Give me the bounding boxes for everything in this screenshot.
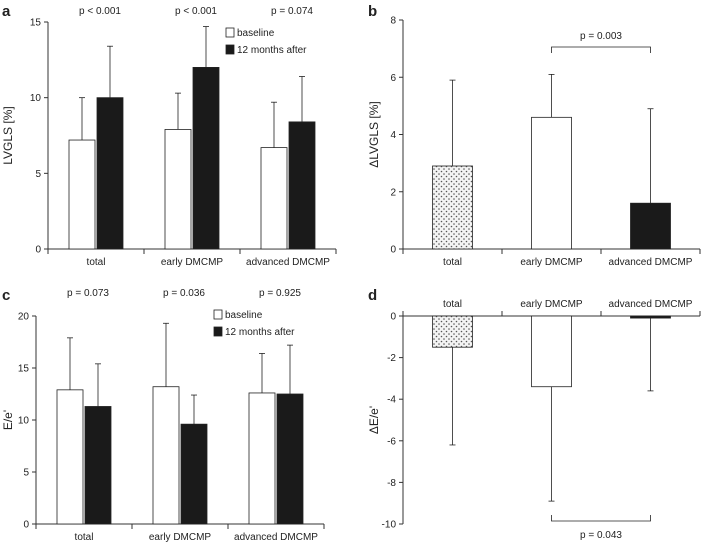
y-tick-label: 2 <box>390 187 396 198</box>
panel-a-chart: 0 5 10 15 total early DMCMP advanced DMCMP LVGL… <box>1 6 337 268</box>
category-label: early DMCMP <box>161 257 224 268</box>
y-tick-label: 20 <box>18 312 30 323</box>
panel-b-chart: 0 2 4 6 8 total early DMCMP advanced DMCMP ΔLVGL… <box>367 16 701 268</box>
y-tick-label: 10 <box>18 416 30 427</box>
category-label: early DMCMP <box>149 532 212 543</box>
bar-after <box>276 393 304 525</box>
panel-d-label: d <box>368 287 377 304</box>
category-label: advanced DMCMP <box>246 257 330 268</box>
bar-baseline <box>260 147 288 250</box>
category-label: advanced DMCMP <box>609 299 693 310</box>
p-value-label: p = 0.073 <box>67 288 109 299</box>
bar-baseline <box>152 386 180 525</box>
bar-after <box>192 67 220 250</box>
panel-a-label: a <box>2 3 11 20</box>
y-tick-label: 8 <box>390 16 396 27</box>
bar-after <box>180 423 208 525</box>
panel-d-chart: 0 -2 -4 -6 -8 -10 total early DMCMP advanced DMC… <box>367 299 701 541</box>
category-label: total <box>443 299 462 310</box>
y-tick-label: 4 <box>390 130 396 141</box>
p-value-label: p = 0.043 <box>580 530 622 541</box>
category-label: total <box>443 257 462 268</box>
y-tick-label: 0 <box>35 245 41 256</box>
y-axis-title: E/e' <box>1 410 15 430</box>
category-label: advanced DMCMP <box>609 257 693 268</box>
category-label: total <box>75 532 94 543</box>
legend-swatch-after <box>225 44 235 55</box>
bar-after <box>84 406 112 525</box>
category-label: early DMCMP <box>520 257 583 268</box>
panel-c-chart: 0 5 10 15 20 total early DMCMP advanced DMCMP E/… <box>1 288 325 543</box>
bar-baseline <box>164 129 192 250</box>
y-tick-label: -10 <box>382 520 397 531</box>
bar-after <box>96 97 124 250</box>
p-value-label: p < 0.001 <box>79 6 121 17</box>
legend-label: baseline <box>237 28 275 39</box>
category-label: advanced DMCMP <box>234 532 318 543</box>
p-value-label: p = 0.925 <box>259 288 301 299</box>
bar <box>630 202 671 250</box>
bar <box>630 315 671 319</box>
bar-baseline <box>56 389 84 525</box>
p-value-label: p = 0.003 <box>580 31 622 42</box>
y-tick-label: 15 <box>30 18 42 29</box>
y-tick-label: -2 <box>387 353 396 364</box>
category-label: early DMCMP <box>520 299 583 310</box>
bar <box>432 165 473 250</box>
legend-label: 12 months after <box>237 45 307 56</box>
category-label: total <box>87 257 106 268</box>
p-value-label: p < 0.001 <box>175 6 217 17</box>
y-tick-label: -6 <box>387 436 396 447</box>
significance-bracket <box>551 46 651 53</box>
y-tick-label: -4 <box>387 395 396 406</box>
bar-after <box>288 121 316 250</box>
y-axis-title: LVGLS [%] <box>1 106 15 164</box>
y-tick-label: 15 <box>18 364 30 375</box>
y-axis-title: ΔE/e' <box>367 406 381 434</box>
bar <box>531 315 572 388</box>
bar-baseline <box>68 139 96 250</box>
significance-bracket <box>551 515 651 522</box>
legend-label: 12 months after <box>225 327 295 338</box>
y-tick-label: 0 <box>390 245 396 256</box>
y-tick-label: 0 <box>390 312 396 323</box>
y-tick-label: 5 <box>35 169 41 180</box>
y-tick-label: 0 <box>23 520 29 531</box>
panel-c-label: c <box>2 287 10 304</box>
bar-baseline <box>248 392 276 525</box>
y-tick-label: -8 <box>387 478 396 489</box>
legend-swatch-baseline <box>225 27 235 38</box>
y-tick-label: 6 <box>390 73 396 84</box>
p-value-label: p = 0.074 <box>271 6 313 17</box>
panel-b-label: b <box>368 3 377 20</box>
y-axis-title: ΔLVGLS [%] <box>367 101 381 168</box>
bar <box>531 116 572 250</box>
legend-swatch-after <box>213 326 223 337</box>
legend-label: baseline <box>225 310 263 321</box>
legend-swatch-baseline <box>213 309 223 320</box>
y-tick-label: 10 <box>30 93 42 104</box>
y-tick-label: 5 <box>23 468 29 479</box>
bar <box>432 315 473 348</box>
p-value-label: p = 0.036 <box>163 288 205 299</box>
